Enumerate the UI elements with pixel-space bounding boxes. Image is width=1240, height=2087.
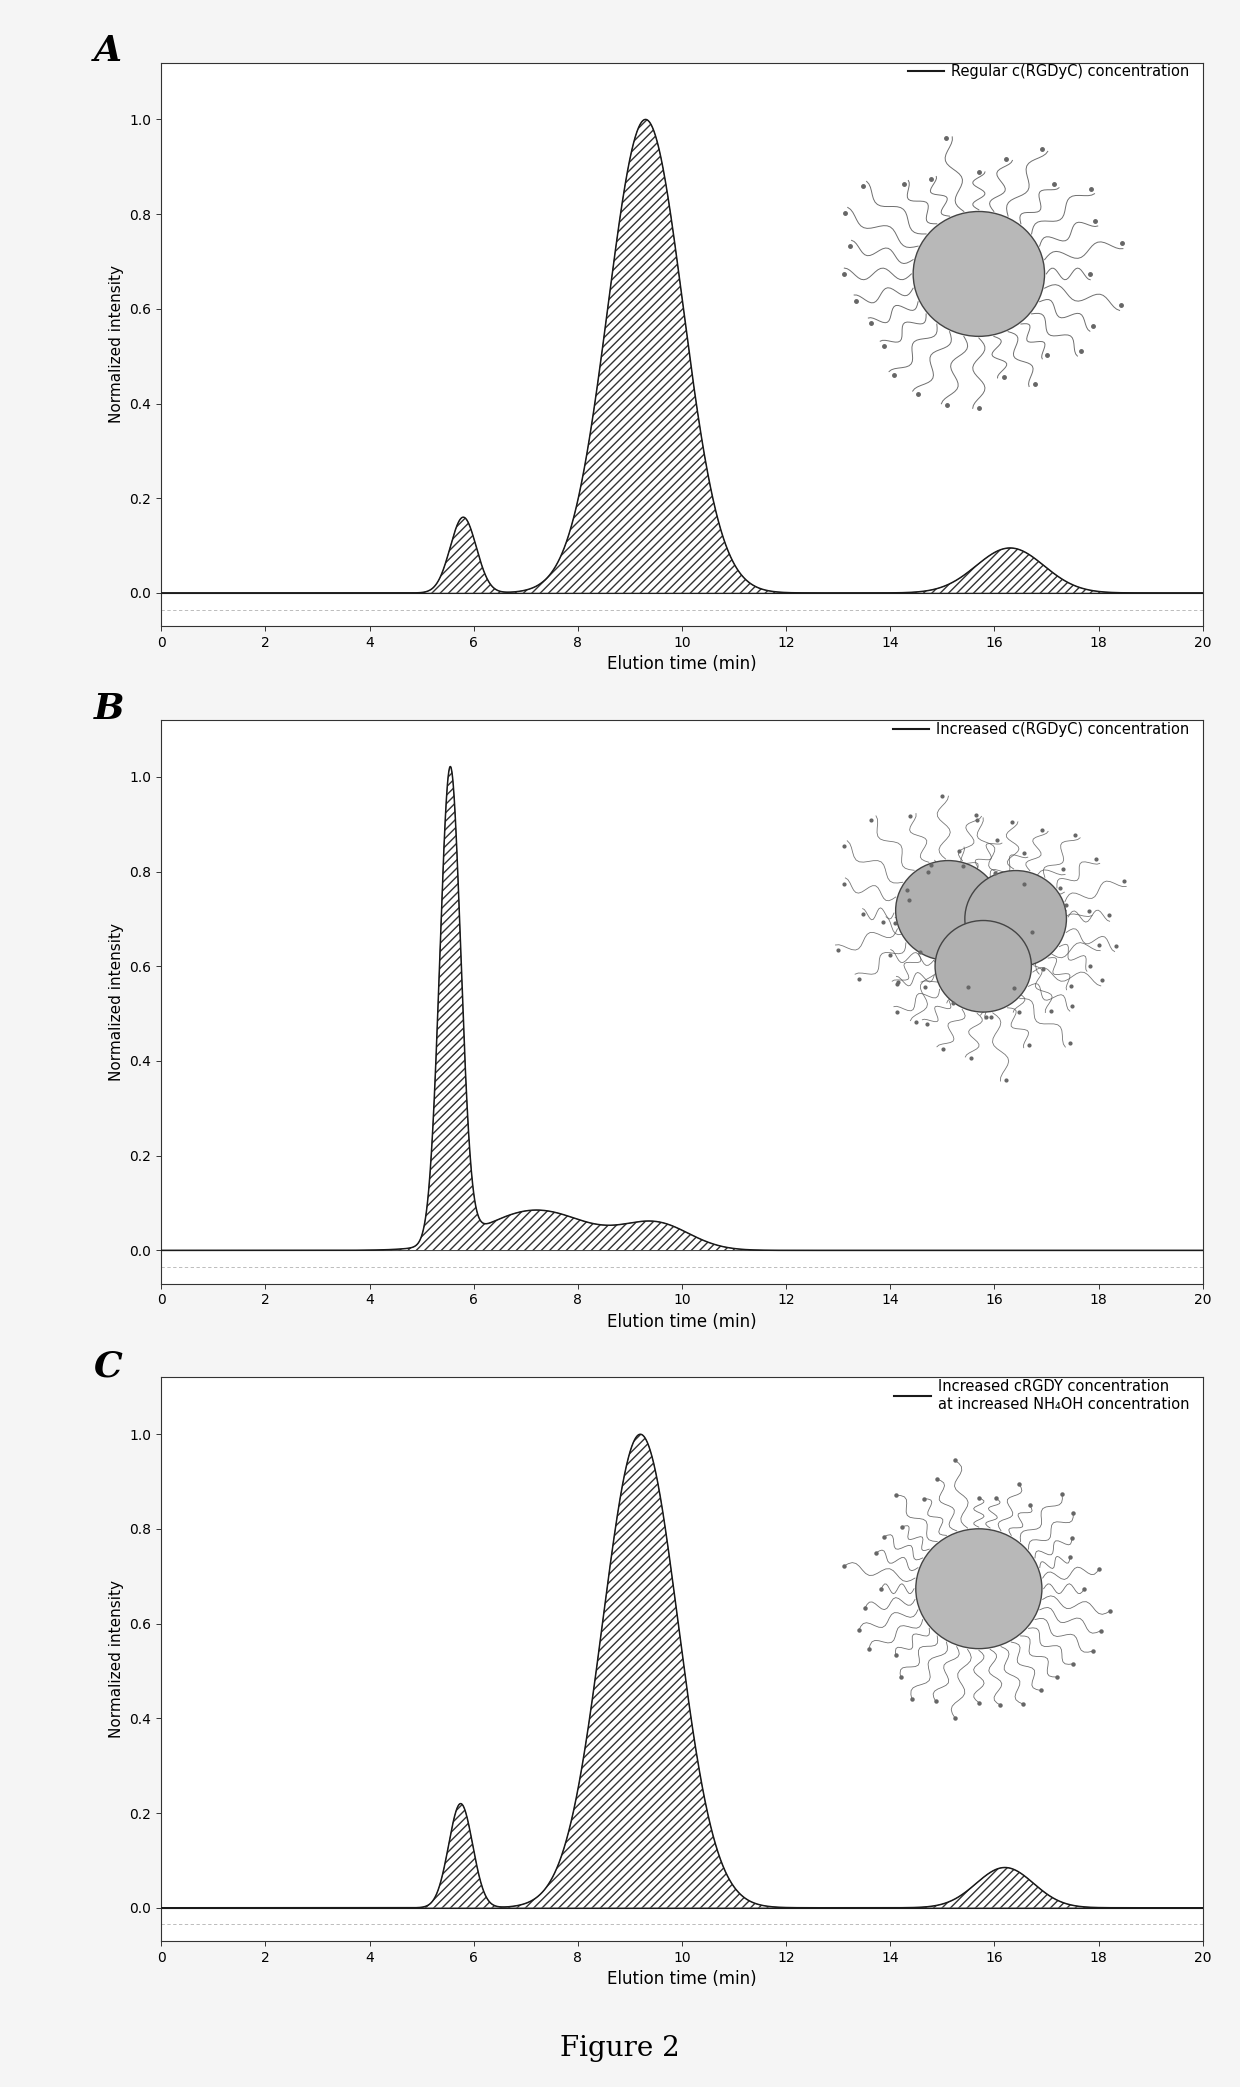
Legend: Increased c(RGDyC) concentration: Increased c(RGDyC) concentration	[887, 716, 1195, 743]
Legend: Increased cRGDY concentration
at increased NH₄OH concentration: Increased cRGDY concentration at increas…	[889, 1373, 1195, 1417]
Text: A: A	[93, 33, 122, 69]
Text: B: B	[93, 691, 124, 726]
Legend: Regular c(RGDyC) concentration: Regular c(RGDyC) concentration	[901, 58, 1195, 86]
Y-axis label: Normalized intensity: Normalized intensity	[109, 922, 124, 1081]
X-axis label: Elution time (min): Elution time (min)	[608, 1313, 756, 1332]
Text: C: C	[93, 1348, 123, 1384]
X-axis label: Elution time (min): Elution time (min)	[608, 1970, 756, 1989]
X-axis label: Elution time (min): Elution time (min)	[608, 655, 756, 674]
Y-axis label: Normalized intensity: Normalized intensity	[109, 265, 124, 424]
Text: Figure 2: Figure 2	[560, 2035, 680, 2062]
Y-axis label: Normalized intensity: Normalized intensity	[109, 1580, 124, 1738]
